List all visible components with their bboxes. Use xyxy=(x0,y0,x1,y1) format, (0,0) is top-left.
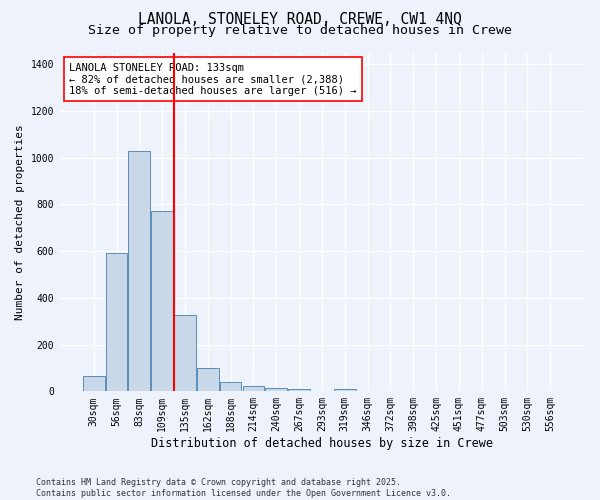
Text: LANOLA STONELEY ROAD: 133sqm
← 82% of detached houses are smaller (2,388)
18% of: LANOLA STONELEY ROAD: 133sqm ← 82% of de… xyxy=(70,62,357,96)
Text: LANOLA, STONELEY ROAD, CREWE, CW1 4NQ: LANOLA, STONELEY ROAD, CREWE, CW1 4NQ xyxy=(138,12,462,28)
Bar xyxy=(106,254,127,392)
Bar xyxy=(334,388,356,392)
Bar xyxy=(220,382,241,392)
Bar xyxy=(197,368,218,392)
Text: Size of property relative to detached houses in Crewe: Size of property relative to detached ho… xyxy=(88,24,512,37)
Bar xyxy=(151,212,173,392)
X-axis label: Distribution of detached houses by size in Crewe: Distribution of detached houses by size … xyxy=(151,437,493,450)
Bar xyxy=(174,316,196,392)
Bar xyxy=(265,388,287,392)
Text: Contains HM Land Registry data © Crown copyright and database right 2025.
Contai: Contains HM Land Registry data © Crown c… xyxy=(36,478,451,498)
Bar xyxy=(288,388,310,392)
Bar xyxy=(83,376,104,392)
Y-axis label: Number of detached properties: Number of detached properties xyxy=(15,124,25,320)
Bar xyxy=(242,386,265,392)
Bar xyxy=(128,150,150,392)
